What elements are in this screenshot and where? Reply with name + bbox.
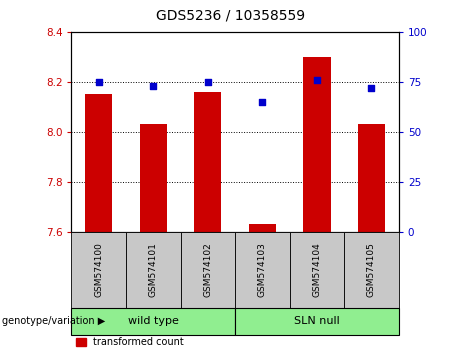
Text: GDS5236 / 10358559: GDS5236 / 10358559 xyxy=(156,9,305,23)
Bar xyxy=(140,124,167,232)
Bar xyxy=(358,124,385,232)
Point xyxy=(95,79,102,85)
Point xyxy=(368,85,375,91)
Point xyxy=(313,77,321,83)
Bar xyxy=(303,57,331,232)
Text: SLN null: SLN null xyxy=(294,316,340,326)
Text: genotype/variation ▶: genotype/variation ▶ xyxy=(2,316,106,326)
Text: GSM574103: GSM574103 xyxy=(258,242,267,297)
Bar xyxy=(85,95,112,232)
Text: transformed count: transformed count xyxy=(93,337,184,347)
Point xyxy=(149,83,157,89)
Text: GSM574101: GSM574101 xyxy=(149,242,158,297)
Text: GSM574105: GSM574105 xyxy=(367,242,376,297)
Bar xyxy=(194,92,221,232)
Point xyxy=(204,79,212,85)
Text: wild type: wild type xyxy=(128,316,179,326)
Point xyxy=(259,99,266,105)
Text: GSM574100: GSM574100 xyxy=(94,242,103,297)
Bar xyxy=(249,224,276,232)
Text: GSM574102: GSM574102 xyxy=(203,242,213,297)
Text: GSM574104: GSM574104 xyxy=(313,242,321,297)
